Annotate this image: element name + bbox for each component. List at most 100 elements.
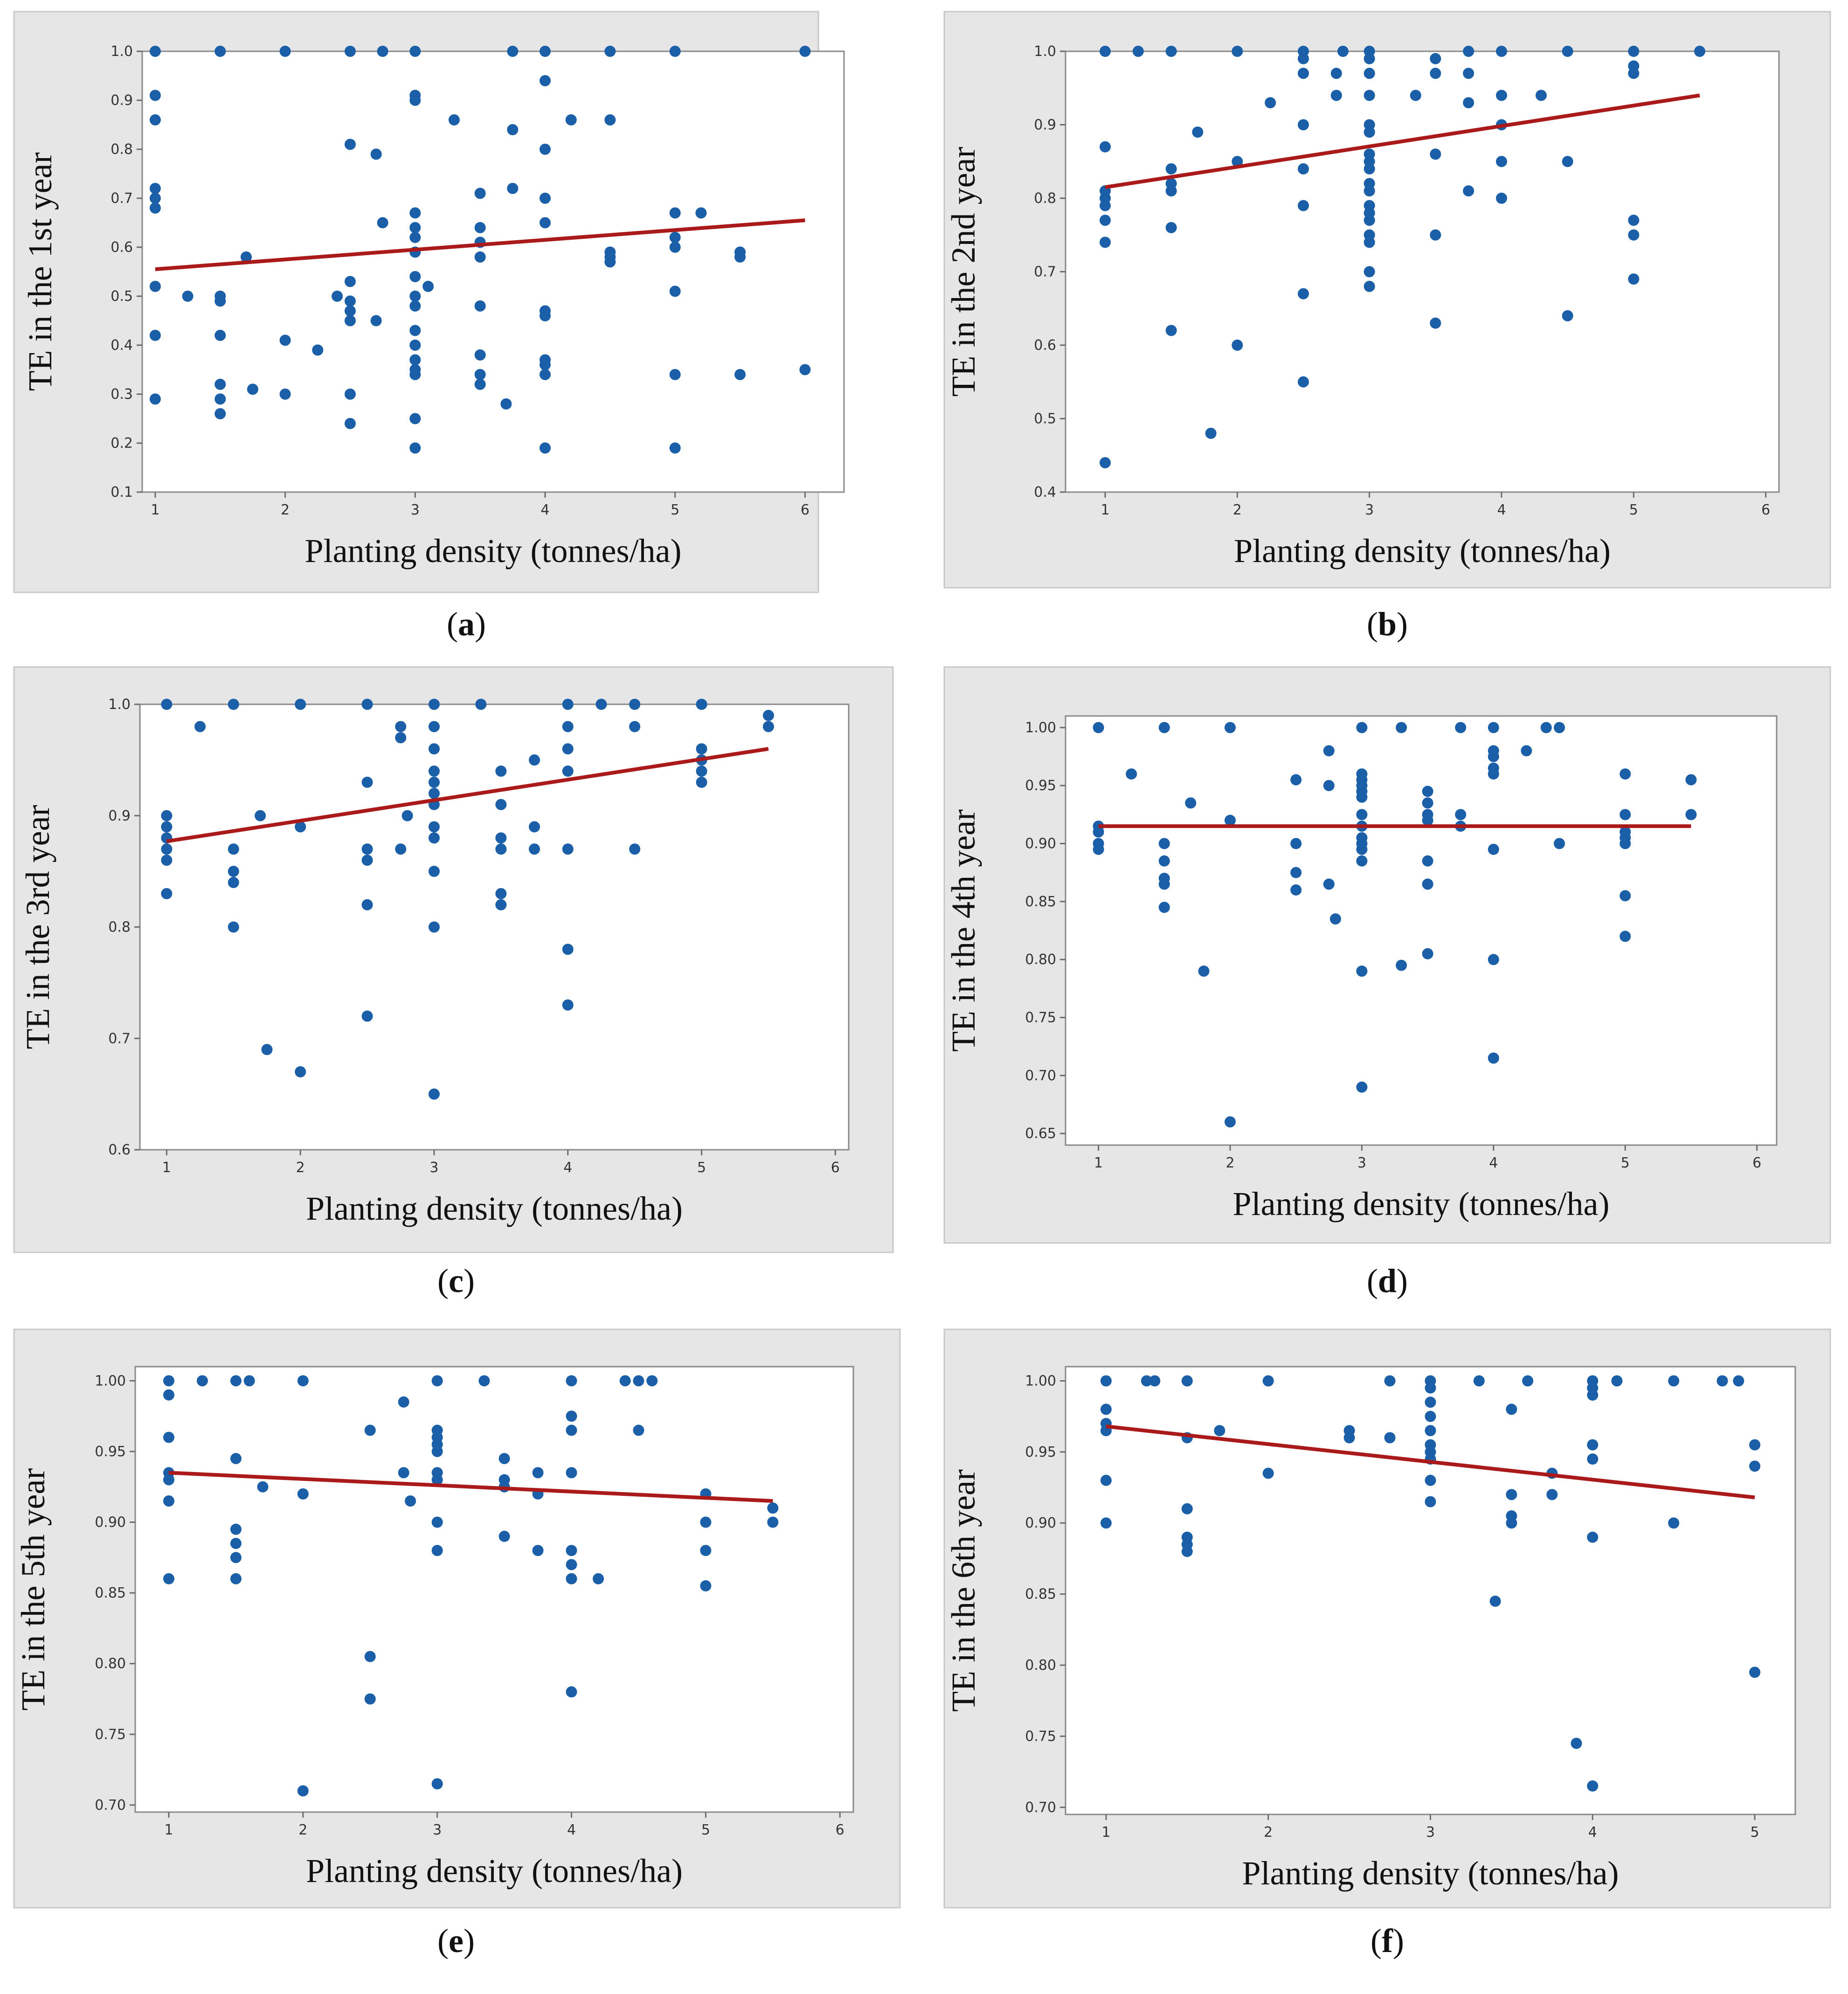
- data-point: [409, 340, 421, 351]
- y-axis-label: TE in the 6th year: [945, 1469, 982, 1712]
- y-tick-label: 0.90: [95, 1514, 126, 1530]
- data-point: [1620, 890, 1631, 902]
- y-tick-label: 0.85: [1025, 1586, 1056, 1603]
- data-point: [762, 721, 774, 732]
- data-point: [161, 810, 173, 821]
- data-point: [1343, 1432, 1355, 1444]
- data-point: [562, 765, 574, 777]
- fit-line: [166, 747, 769, 843]
- x-tick-label: 4: [563, 1160, 572, 1176]
- data-point: [1364, 185, 1375, 197]
- data-point: [1364, 281, 1375, 292]
- data-point: [669, 46, 681, 57]
- data-point: [1093, 826, 1104, 838]
- data-point: [230, 1523, 242, 1535]
- data-point: [377, 217, 388, 229]
- data-point: [1232, 340, 1243, 351]
- y-tick-label: 1.0: [108, 696, 131, 713]
- data-point: [1536, 90, 1547, 101]
- data-point: [431, 1778, 443, 1790]
- data-point: [422, 281, 434, 292]
- data-point: [1522, 1375, 1534, 1387]
- data-point: [370, 148, 382, 160]
- data-point: [395, 732, 407, 743]
- data-point: [230, 1552, 242, 1563]
- data-point: [633, 1424, 644, 1436]
- x-tick-label: 4: [1497, 502, 1506, 518]
- data-point: [312, 344, 324, 356]
- data-point: [646, 1375, 658, 1387]
- x-axis-label: Planting density (tonnes/ha): [1242, 1855, 1619, 1892]
- data-point: [228, 866, 239, 877]
- data-point: [215, 393, 226, 405]
- data-point: [539, 193, 551, 204]
- data-point: [370, 315, 382, 327]
- y-tick-label: 0.80: [95, 1656, 126, 1672]
- data-point: [629, 721, 641, 732]
- data-point: [1329, 913, 1341, 925]
- data-point: [1611, 1375, 1623, 1387]
- data-point: [1562, 310, 1573, 321]
- data-point: [1422, 814, 1433, 826]
- data-point: [1425, 1474, 1436, 1486]
- y-axis-label: TE in the 1st year: [21, 153, 59, 391]
- data-point: [566, 1686, 577, 1698]
- data-point: [1546, 1489, 1558, 1501]
- fit-line: [1105, 93, 1700, 189]
- plot-area: [139, 703, 850, 1151]
- data-point: [398, 1396, 409, 1408]
- caption-paren-close: ): [1397, 1262, 1408, 1299]
- data-point: [161, 888, 173, 899]
- data-point: [604, 46, 616, 57]
- data-point: [1554, 722, 1565, 733]
- data-point: [182, 291, 194, 302]
- data-point: [562, 944, 574, 955]
- data-point: [1496, 156, 1507, 167]
- caption-letter: c: [449, 1262, 464, 1299]
- data-point: [409, 95, 421, 106]
- data-point: [593, 1573, 604, 1584]
- data-point: [431, 1375, 443, 1387]
- panel-caption: (c): [437, 1262, 475, 1299]
- caption-paren-open: (: [1367, 1262, 1378, 1299]
- data-point: [539, 144, 551, 155]
- data-point: [149, 90, 161, 101]
- data-point: [1455, 722, 1467, 733]
- data-point: [1298, 376, 1309, 388]
- data-point: [1232, 156, 1243, 167]
- data-point: [1554, 838, 1565, 849]
- data-point: [409, 354, 421, 366]
- data-point: [1587, 1453, 1599, 1465]
- y-tick-label: 0.95: [1025, 1444, 1056, 1460]
- data-point: [539, 75, 551, 86]
- data-point: [161, 843, 173, 855]
- y-tick-label: 0.65: [1025, 1126, 1056, 1142]
- data-point: [1356, 809, 1368, 820]
- data-point: [507, 183, 519, 194]
- data-point: [1100, 1375, 1112, 1387]
- data-point: [395, 721, 407, 732]
- data-point: [1628, 273, 1640, 285]
- x-axis-label: Planting density (tonnes/ha): [306, 1190, 683, 1227]
- data-point: [767, 1516, 779, 1528]
- data-point: [1165, 163, 1177, 174]
- data-point: [1158, 838, 1170, 849]
- data-point: [1356, 843, 1368, 855]
- data-point: [228, 843, 239, 855]
- data-point: [1587, 1389, 1599, 1401]
- data-point: [149, 114, 161, 125]
- panel-c: 0.6 0.7 0.8 0.9 1.0 1 2 3 4 5 6 Planting density (t…: [13, 666, 894, 1299]
- caption-paren-close: ): [464, 1922, 475, 1959]
- data-point: [1488, 768, 1499, 780]
- data-point: [149, 281, 161, 292]
- data-point: [539, 46, 551, 57]
- data-point: [344, 389, 356, 400]
- y-tick-label: 0.3: [111, 386, 133, 403]
- y-axis-label: TE in the 3rd year: [19, 805, 56, 1049]
- data-point: [163, 1431, 174, 1443]
- data-point: [215, 408, 226, 419]
- y-tick-label: 0.9: [1034, 117, 1056, 133]
- data-point: [1364, 90, 1375, 101]
- data-point: [215, 46, 226, 57]
- data-point: [1141, 1375, 1152, 1387]
